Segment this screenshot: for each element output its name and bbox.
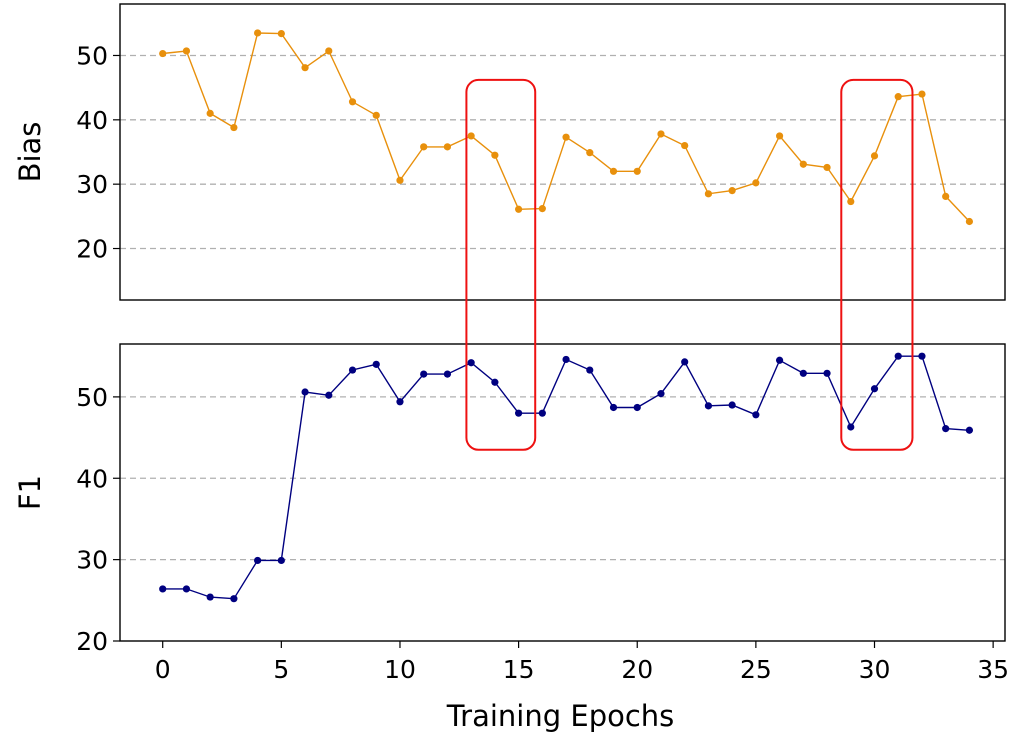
f1-data-point [942, 425, 950, 433]
bias-y-tick-label: 50 [76, 41, 108, 70]
bias-y-tick-label: 40 [76, 106, 108, 135]
bias-data-point [515, 205, 523, 213]
bias-panel: 20 30 40 50 [76, 3, 1006, 301]
bias-series-line [162, 32, 970, 222]
bias-data-point [870, 152, 879, 160]
f1-data-point [230, 595, 238, 603]
f1-data-point [918, 352, 926, 360]
bias-data-point [633, 167, 641, 175]
highlight-boxes [465, 78, 914, 451]
f1-data-point [823, 369, 831, 377]
f1-x-tick-label: 0 [155, 655, 171, 684]
f1-data-point [775, 356, 784, 364]
f1-x-tick-label: 5 [273, 655, 289, 684]
f1-data-point [301, 388, 309, 396]
f1-data-point [704, 402, 713, 410]
f1-data-point [277, 556, 285, 565]
f1-data-point [870, 385, 879, 393]
bias-data-point [254, 29, 262, 37]
bias-data-point [847, 197, 855, 206]
bias-data-point [752, 179, 760, 187]
f1-data-point [609, 403, 618, 412]
bias-data-point [657, 130, 665, 138]
f1-data-point [254, 556, 262, 565]
bias-data-point [182, 47, 191, 55]
bias-data-point [704, 190, 713, 198]
bias-data-point [325, 47, 333, 55]
f1-data-point [681, 358, 689, 366]
bias-data-point [420, 143, 428, 151]
f1-x-tick-label: 15 [503, 655, 535, 684]
f1-data-point [206, 593, 214, 601]
f1-data-point [847, 423, 855, 431]
f1-data-point [396, 398, 404, 406]
bias-data-point [230, 123, 238, 132]
f1-data-point [799, 369, 807, 377]
f1-data-point [562, 355, 570, 364]
f1-data-point [586, 366, 594, 374]
f1-data-point [443, 370, 452, 378]
f1-data-point [538, 409, 546, 417]
bias-data-point [823, 163, 831, 172]
f1-data-point [182, 585, 191, 593]
bias-data-point [206, 109, 214, 117]
bias-data-point [372, 111, 380, 119]
bias-data-point [491, 151, 499, 159]
f1-x-tick-label: 20 [621, 655, 653, 684]
bias-data-point [538, 205, 546, 213]
bias-data-point [443, 143, 452, 151]
bias-data-point [348, 98, 357, 106]
highlight-box [465, 78, 537, 451]
bias-y-tick-label: 20 [76, 235, 108, 264]
f1-data-point [728, 401, 736, 409]
f1-data-point [657, 390, 665, 398]
bias-data-point [894, 93, 902, 101]
bias-data-point [942, 192, 950, 200]
bias-data-point [396, 176, 404, 184]
bias-data-point [609, 167, 618, 175]
bias-data-point [586, 149, 594, 157]
bias-data-point [301, 64, 309, 72]
bias-y-tick-label: 30 [76, 170, 108, 199]
f1-data-point [491, 378, 499, 386]
f1-data-point [325, 391, 333, 399]
bias-data-point [918, 90, 926, 98]
f1-data-point [159, 585, 167, 593]
f1-y-tick-label: 40 [76, 464, 108, 493]
bias-plot-frame [119, 3, 1006, 301]
bias-data-point [799, 160, 807, 168]
f1-x-tick-label: 35 [977, 655, 1009, 684]
f1-data-point [348, 366, 357, 374]
f1-y-tick-label: 50 [76, 383, 108, 412]
f1-data-point [633, 403, 641, 412]
bias-data-point [277, 29, 285, 38]
bias-data-point [159, 49, 167, 58]
bias-data-point [681, 141, 689, 150]
f1-y-tick-label: 20 [76, 627, 108, 656]
f1-x-tick-label: 25 [740, 655, 772, 684]
y-axis-label-f1: F1 [13, 475, 47, 510]
bias-data-point [562, 133, 570, 141]
f1-data-point [467, 359, 475, 367]
f1-data-point [372, 360, 380, 368]
f1-x-tick-label: 10 [384, 655, 416, 684]
bias-data-point [775, 132, 784, 140]
f1-data-point [420, 370, 428, 378]
y-axis-label-bias: Bias [13, 122, 47, 183]
bias-data-point [467, 132, 475, 140]
bias-data-point [965, 217, 974, 226]
f1-data-point [515, 409, 523, 417]
f1-data-point [965, 426, 974, 434]
f1-y-tick-label: 30 [76, 546, 108, 575]
f1-panel: 20 30 40 50 0 5 10 15 20 25 30 35 [76, 343, 1009, 684]
f1-data-point [752, 411, 760, 419]
bias-data-point [728, 187, 736, 195]
x-axis-label: Training Epochs [446, 699, 675, 733]
f1-plot-frame [119, 343, 1006, 642]
highlight-box [840, 78, 914, 451]
f1-data-point [894, 352, 902, 360]
f1-x-tick-label: 30 [859, 655, 891, 684]
